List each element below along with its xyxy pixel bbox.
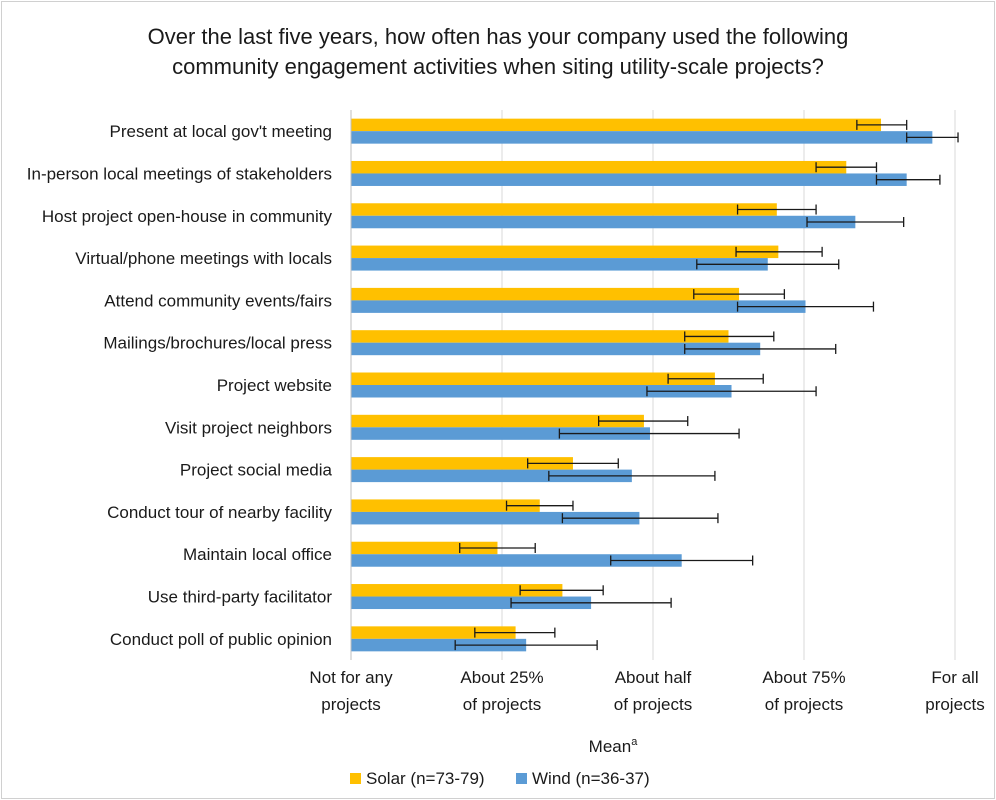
legend-swatch-wind [516, 773, 527, 784]
bar-wind [351, 596, 592, 610]
category-label: Attend community events/fairs [104, 291, 332, 310]
bars [351, 118, 933, 652]
error-bar [459, 542, 536, 553]
legend-swatch-solar [350, 773, 361, 784]
bar-wind [351, 385, 732, 398]
category-label: Host project open-house in community [42, 207, 333, 226]
category-label: Visit project neighbors [165, 418, 332, 437]
error-bar [684, 343, 837, 354]
x-tick-label: For all projects [925, 668, 985, 714]
error-bar [558, 428, 740, 439]
bar-wind [351, 554, 682, 567]
category-label: Conduct poll of public opinion [110, 630, 332, 649]
category-label: In-person local meetings of stakeholders [27, 164, 332, 183]
bar-solar [351, 584, 563, 597]
error-bar [646, 386, 817, 397]
legend-label-wind: Wind (n=36-37) [532, 769, 650, 788]
error-bar [561, 513, 719, 524]
bar-wind [351, 258, 768, 271]
error-bars [454, 119, 959, 651]
bar-wind [351, 427, 650, 440]
legend: Solar (n=73-79) Wind (n=36-37) [350, 769, 650, 788]
error-bar [693, 289, 786, 300]
chart-title-line-2: community engagement activities when sit… [172, 54, 824, 79]
error-bar [906, 132, 959, 143]
bar-wind [351, 173, 907, 186]
bar-solar [351, 499, 540, 512]
chart-title: Over the last five years, how often has … [148, 24, 849, 79]
error-bar [474, 627, 556, 638]
x-axis-label-text: Mean [589, 737, 632, 756]
category-label: Use third-party facilitator [148, 588, 333, 607]
bar-wind [351, 300, 806, 313]
x-tick-label: Not for any projects [309, 668, 393, 714]
bar-solar [351, 160, 847, 174]
x-tick-label: About 75% of projects [762, 668, 845, 714]
bar-solar [351, 203, 777, 216]
error-bar [856, 119, 908, 130]
x-axis-label: Meana [589, 736, 639, 756]
bar-wind [351, 638, 527, 652]
error-bar [667, 373, 764, 384]
bar-solar [351, 245, 779, 259]
bar-wind [351, 342, 761, 356]
error-bar [735, 246, 823, 257]
category-label: Conduct tour of nearby facility [107, 503, 332, 522]
bar-wind [351, 511, 640, 525]
legend-label-solar: Solar (n=73-79) [366, 769, 485, 788]
x-axis-label-superscript: a [631, 736, 638, 748]
bar-wind [351, 469, 632, 483]
bar-wind [351, 131, 933, 144]
chart-title-line-1: Over the last five years, how often has … [148, 24, 849, 49]
bar-solar [351, 287, 740, 301]
error-bar [736, 204, 817, 215]
error-bar [527, 458, 619, 469]
error-bar [597, 416, 689, 427]
error-bar [696, 259, 840, 270]
category-label: Maintain local office [183, 545, 332, 564]
error-bar [736, 301, 875, 312]
bar-solar [351, 118, 882, 132]
category-label: Mailings/brochures/local press [103, 334, 332, 353]
error-bar [505, 500, 574, 511]
error-bar [510, 597, 672, 608]
category-label: Project website [217, 376, 332, 395]
error-bar [610, 555, 754, 566]
error-bar [454, 640, 598, 651]
bar-wind [351, 215, 856, 229]
error-bar [548, 470, 716, 481]
category-labels: Present at local gov't meeting In-person … [27, 122, 333, 649]
error-bar [875, 174, 941, 185]
category-label: Virtual/phone meetings with locals [75, 249, 332, 268]
category-label: Present at local gov't meeting [110, 122, 332, 141]
error-bar [806, 217, 905, 228]
error-bar [519, 585, 604, 596]
error-bar [684, 331, 775, 342]
x-tick-label: About half of projects [614, 668, 692, 714]
x-tick-label: About 25% of projects [460, 668, 543, 714]
category-label: Project social media [180, 461, 333, 480]
x-tick-labels: Not for any projects About 25% of projects A… [309, 668, 984, 714]
bar-solar [351, 541, 498, 555]
bar-solar [351, 414, 644, 428]
bar-solar [351, 457, 573, 470]
bar-solar [351, 330, 729, 343]
bar-solar [351, 372, 715, 385]
error-bar [815, 162, 878, 173]
